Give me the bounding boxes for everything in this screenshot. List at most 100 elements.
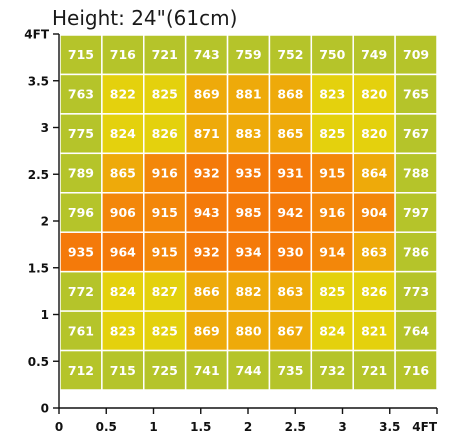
y-tick-label: 3.5 [28, 74, 49, 88]
cell-value-label: 735 [277, 363, 303, 378]
y-tick-label: 2.5 [28, 168, 49, 182]
heatmap-cell [184, 152, 229, 194]
heatmap-cell [268, 231, 313, 273]
x-tick-label: 2.5 [285, 420, 306, 434]
heatmap-cell [59, 73, 103, 115]
cell-value-label: 825 [319, 284, 345, 299]
cell-value-label: 789 [68, 166, 94, 181]
x-tick-label: 4FT [412, 420, 438, 434]
cell-value-label: 721 [361, 363, 387, 378]
cell-value-label: 821 [361, 323, 387, 338]
x-tick-label: 3.5 [379, 420, 400, 434]
heatmap-cell [59, 192, 103, 233]
cell-value-label: 796 [68, 205, 94, 220]
cell-value-label: 825 [152, 87, 178, 102]
cell-value-label: 772 [68, 284, 94, 299]
cell-value-label: 867 [277, 323, 303, 338]
heatmap-cell [59, 113, 103, 155]
heatmap-cell [101, 270, 145, 312]
cell-value-label: 824 [110, 126, 136, 141]
cell-value-label: 763 [68, 87, 94, 102]
heatmap-cell [143, 310, 187, 352]
heatmap-cell [59, 270, 103, 312]
heatmap-cell [310, 270, 354, 312]
cell-value-label: 935 [68, 244, 94, 259]
heatmap-cell [59, 349, 103, 391]
cell-value-label: 788 [403, 166, 429, 181]
heatmap-cell [352, 231, 396, 273]
heatmap-cell [101, 349, 145, 391]
heatmap-cell [101, 152, 145, 194]
heatmap-cell [184, 310, 229, 352]
cell-value-label: 880 [235, 323, 261, 338]
heatmap-cells: 715 716 721 743 759 752 750 749 709 763 822 825 869 8… [59, 34, 438, 391]
cell-value-label: 825 [319, 126, 345, 141]
x-tick-label: 1 [149, 420, 157, 434]
cell-value-label: 749 [361, 47, 387, 62]
heatmap-cell [268, 349, 313, 391]
heatmap-cell [394, 73, 438, 115]
heatmap-cell [143, 73, 187, 115]
cell-value-label: 823 [110, 323, 136, 338]
cell-value-label: 775 [68, 126, 94, 141]
y-tick-label: 3 [41, 121, 49, 135]
cell-value-label: 820 [361, 126, 387, 141]
heatmap-cell [268, 34, 313, 76]
y-tick-label: 1.5 [28, 261, 49, 275]
y-tick-label: 1 [41, 308, 49, 322]
cell-value-label: 752 [277, 47, 303, 62]
cell-value-label: 725 [152, 363, 178, 378]
cell-value-label: 732 [319, 363, 345, 378]
cell-value-label: 761 [68, 323, 94, 338]
heatmap-cell [59, 34, 103, 76]
x-tick-label: 0 [55, 420, 63, 434]
heatmap-cell [310, 73, 354, 115]
chart-title: Height: 24"(61cm) [52, 6, 237, 30]
heatmap-cell [226, 270, 271, 312]
cell-value-label: 942 [277, 205, 303, 220]
cell-value-label: 871 [194, 126, 220, 141]
heatmap-cell [394, 310, 438, 352]
cell-value-label: 932 [194, 244, 220, 259]
cell-value-label: 786 [403, 244, 429, 259]
cell-value-label: 827 [152, 284, 178, 299]
heatmap-cell [101, 113, 145, 155]
cell-value-label: 773 [403, 284, 429, 299]
heatmap-cell [394, 231, 438, 273]
cell-value-label: 741 [194, 363, 220, 378]
cell-value-label: 709 [403, 47, 429, 62]
heatmap-cell [394, 349, 438, 391]
cell-value-label: 964 [110, 244, 136, 259]
x-tick-label: 2 [244, 420, 252, 434]
cell-value-label: 765 [403, 87, 429, 102]
cell-value-label: 869 [194, 323, 220, 338]
heatmap-cell [143, 349, 187, 391]
heatmap-cell [268, 192, 313, 233]
cell-value-label: 915 [319, 166, 345, 181]
heatmap-cell [59, 310, 103, 352]
cell-value-label: 916 [319, 205, 345, 220]
cell-value-label: 712 [68, 363, 94, 378]
heatmap-cell [226, 113, 271, 155]
cell-value-label: 863 [361, 244, 387, 259]
cell-value-label: 865 [277, 126, 303, 141]
cell-value-label: 868 [277, 87, 303, 102]
cell-value-label: 764 [403, 323, 429, 338]
cell-value-label: 863 [277, 284, 303, 299]
cell-value-label: 744 [235, 363, 261, 378]
cell-value-label: 825 [152, 323, 178, 338]
cell-value-label: 822 [110, 87, 136, 102]
y-tick-label: 0.5 [28, 355, 49, 369]
cell-value-label: 866 [194, 284, 220, 299]
y-tick-label: 2 [41, 215, 49, 229]
cell-value-label: 716 [110, 47, 136, 62]
heatmap-cell [394, 152, 438, 194]
cell-value-label: 915 [152, 244, 178, 259]
heatmap-cell [394, 113, 438, 155]
cell-value-label: 943 [194, 205, 220, 220]
heatmap-cell [184, 113, 229, 155]
cell-value-label: 904 [361, 205, 387, 220]
cell-value-label: 864 [361, 166, 387, 181]
heatmap-cell [226, 231, 271, 273]
